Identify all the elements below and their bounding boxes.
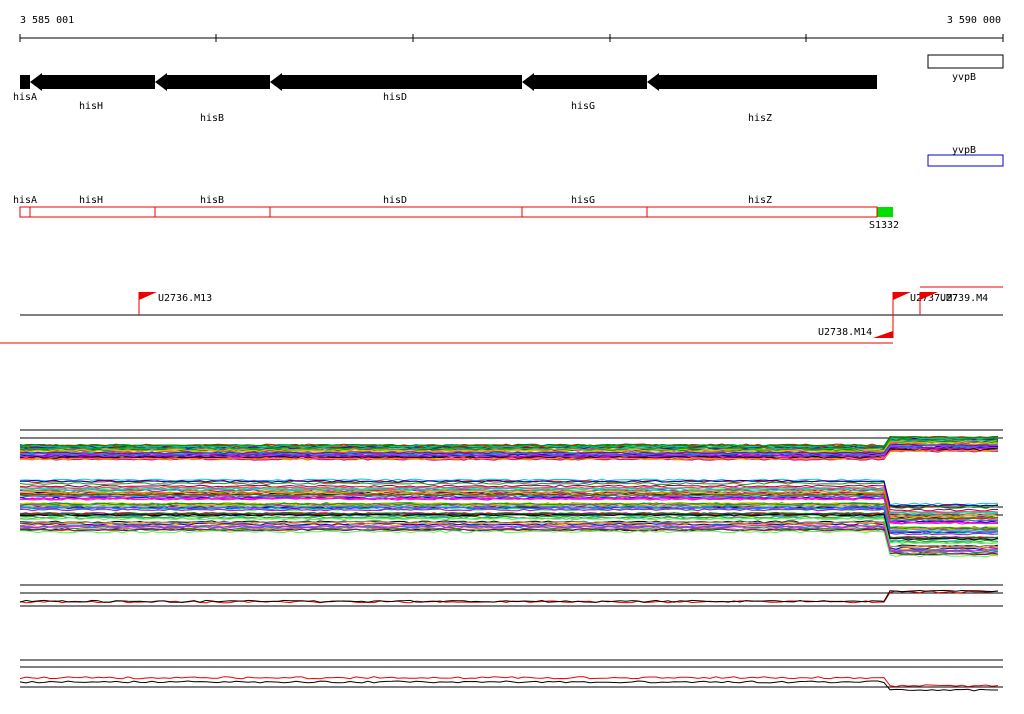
promoter-label: U2739.M4 <box>940 293 988 304</box>
expression-line <box>19 494 999 522</box>
promoter-flag <box>873 331 893 338</box>
expression-line <box>19 680 998 692</box>
expression-line <box>19 524 999 552</box>
expression-line <box>19 526 999 554</box>
segment-box <box>877 207 893 217</box>
expression-line <box>19 440 999 452</box>
promoter-flag <box>920 292 938 300</box>
expression-line <box>19 435 999 447</box>
gene-label: hisZ <box>748 113 772 124</box>
gene-label: hisA <box>13 92 37 103</box>
gene-label: hisH <box>79 101 103 112</box>
gene-box <box>269 206 523 218</box>
promoter-flag <box>893 292 911 300</box>
expression-line <box>19 438 999 450</box>
gene-box <box>927 54 1004 69</box>
ruler-start: 3 585 001 <box>20 15 74 26</box>
gene-box <box>29 206 156 218</box>
expression-line <box>19 490 999 518</box>
expression-line <box>19 484 998 512</box>
expression-line <box>19 530 999 558</box>
gene-label: hisZ <box>748 195 772 206</box>
expression-line <box>19 508 999 536</box>
gene-arrow <box>30 73 155 91</box>
gene-arrow <box>20 75 30 89</box>
expression-line <box>19 502 999 530</box>
expression-line <box>19 479 998 507</box>
expression-line <box>19 446 999 458</box>
expression-line <box>19 506 999 534</box>
expression-line <box>19 589 999 603</box>
gene-label: hisA <box>13 195 37 206</box>
expression-line <box>19 480 999 508</box>
gene-label: hisD <box>383 92 407 103</box>
expression-line <box>19 444 998 456</box>
promoter-label: U2737.M7 <box>910 293 958 304</box>
gene-box <box>154 206 271 218</box>
gene-label: hisH <box>79 195 103 206</box>
ruler-end: 3 590 000 <box>947 15 1001 26</box>
expression-line <box>19 520 999 548</box>
segment-label: S1332 <box>869 220 899 231</box>
gene-label: yvpB <box>952 72 976 83</box>
gene-box <box>927 154 1004 167</box>
expression-line <box>19 440 999 452</box>
promoter-label: U2736.M13 <box>158 293 212 304</box>
expression-line <box>19 516 999 544</box>
gene-label: hisG <box>571 101 595 112</box>
expression-line <box>19 478 999 506</box>
gene-box <box>19 206 31 218</box>
expression-line <box>19 488 998 516</box>
expression-line <box>19 517 999 545</box>
gene-arrow <box>647 73 877 91</box>
gene-arrow <box>522 73 647 91</box>
promoter-flag <box>139 292 157 300</box>
expression-line <box>19 511 999 539</box>
expression-line <box>19 676 999 688</box>
expression-line <box>19 495 999 523</box>
gene-arrow <box>155 73 270 91</box>
ruler-ticks <box>19 34 1004 42</box>
expression-line <box>19 528 999 556</box>
expression-line <box>19 486 999 513</box>
expression-line <box>19 497 999 525</box>
gene-box <box>646 206 878 218</box>
gene-label: hisG <box>571 195 595 206</box>
expression-line <box>19 449 999 461</box>
promoter-label: U2738.M14 <box>818 327 872 338</box>
expression-line <box>19 513 999 541</box>
gene-label: yvpB <box>952 145 976 156</box>
gene-box <box>521 206 648 218</box>
expression-line <box>19 482 999 510</box>
expression-line <box>19 505 999 533</box>
gene-arrow <box>270 73 522 91</box>
expression-line <box>19 497 999 525</box>
expression-line <box>19 493 999 520</box>
gene-label: hisB <box>200 113 224 124</box>
expression-line <box>19 448 999 460</box>
gene-label: hisB <box>200 195 224 206</box>
expression-line <box>19 491 999 519</box>
gene-label: hisD <box>383 195 407 206</box>
expression-line <box>19 522 999 550</box>
